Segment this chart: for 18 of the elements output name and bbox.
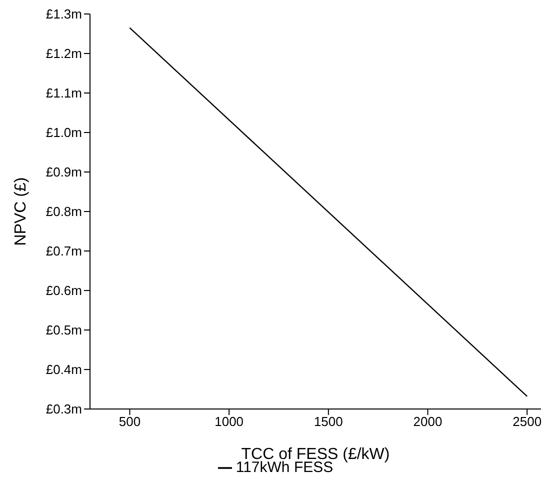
y-tick-label: £0.3m: [46, 402, 82, 417]
y-tick-label: £0.7m: [46, 244, 82, 259]
legend-label: 117kWh FESS: [236, 459, 334, 476]
y-tick-label: £0.5m: [46, 322, 82, 338]
y-tick-label: £1.0m: [46, 125, 82, 140]
y-tick-label: £0.9m: [46, 164, 82, 180]
y-tick-label: £1.3m: [46, 6, 82, 22]
x-tick-label: 2500: [512, 414, 542, 430]
x-tick-label: 1500: [314, 414, 343, 430]
y-tick-label: £0.8m: [46, 204, 82, 220]
y-tick-label: £1.2m: [46, 46, 82, 62]
y-tick-label: £0.6m: [46, 283, 82, 298]
x-tick-label: 500: [118, 414, 141, 430]
y-tick-label: £0.4m: [46, 362, 82, 378]
x-tick-label: 1000: [214, 414, 244, 430]
x-tick-label: 2000: [413, 414, 442, 430]
y-axis-title: NPVC (£): [12, 177, 30, 246]
y-tick-label: £1.1m: [46, 86, 82, 101]
